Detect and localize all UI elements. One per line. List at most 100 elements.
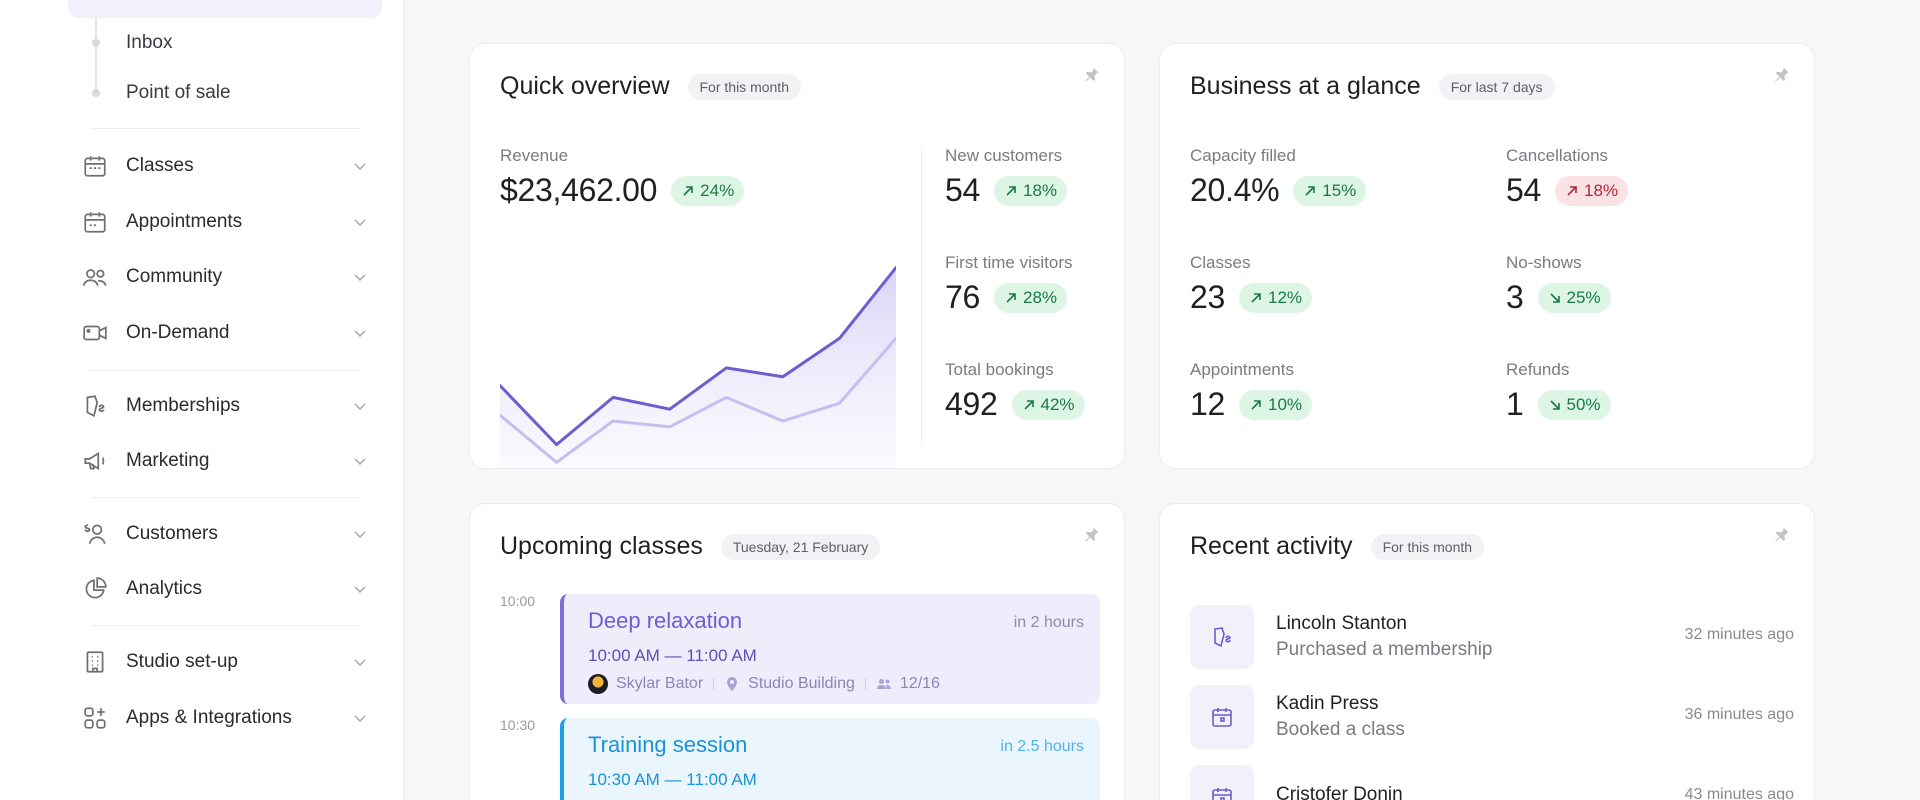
class-meta: Skylar Bator Studio Building 12/16 (588, 674, 940, 694)
class-card[interactable]: Deep relaxation in 2 hours 10:00 AM — 11… (560, 594, 1100, 704)
subnav-line (95, 18, 97, 94)
meta-separator (864, 677, 866, 691)
change-badge: 24% (671, 175, 745, 206)
change-badge: 42% (1011, 389, 1085, 420)
chevron-down-icon[interactable] (350, 451, 370, 471)
sidebar-item-analytics[interactable]: Analytics (80, 567, 370, 611)
revenue-series-line (500, 266, 896, 447)
active-nav-highlight[interactable] (68, 0, 382, 18)
location-name: Studio Building (748, 675, 855, 692)
card-title: Upcoming classes (500, 532, 703, 560)
sidebar-item-on-demand[interactable]: On-Demand (80, 311, 370, 355)
subnav-point-of-sale[interactable]: Point of sale (126, 82, 231, 103)
activity-time: 36 minutes ago (1684, 706, 1794, 723)
chevron-down-icon[interactable] (350, 323, 370, 343)
period-pill[interactable]: For this month (687, 73, 801, 100)
card-header: Recent activity For this month (1190, 532, 1485, 561)
class-title: Training session (588, 732, 748, 757)
activity-description: Booked a class (1276, 719, 1405, 740)
subnav-inbox[interactable]: Inbox (126, 32, 173, 53)
card-divider (921, 146, 922, 446)
calendar-icon (1190, 765, 1254, 800)
change-badge: 12% (1239, 282, 1313, 313)
time-label: 10:30 (500, 717, 536, 733)
class-countdown: in 2.5 hours (1000, 738, 1084, 755)
sidebar-item-memberships[interactable]: Memberships (80, 384, 370, 428)
location-pin-icon (724, 676, 740, 692)
sidebar-item-appointments[interactable]: Appointments (80, 200, 370, 244)
stat-label: Refunds (1506, 360, 1570, 379)
stat-label: No-shows (1506, 253, 1582, 272)
subnav-dot (92, 89, 100, 97)
activity-row[interactable]: Cristofer Donin 43 minutes ago (1190, 764, 1794, 800)
sidebar-item-label: Community (126, 266, 223, 287)
chevron-down-icon[interactable] (350, 579, 370, 599)
membership-icon (1190, 605, 1254, 669)
avatar (588, 674, 608, 694)
total-bookings-stat: Total bookings 492 42% (945, 360, 1085, 423)
upcoming-classes-card: Upcoming classes Tuesday, 21 February 10… (469, 503, 1125, 800)
chevron-down-icon[interactable] (350, 156, 370, 176)
chevron-down-icon[interactable] (350, 708, 370, 728)
revenue-area (500, 267, 896, 468)
stat-label: New customers (945, 146, 1063, 165)
activity-time: 43 minutes ago (1684, 786, 1794, 800)
stat-value: 20.4% (1190, 172, 1280, 208)
time-label: 10:00 (500, 593, 536, 609)
stat-value: 54 (1506, 172, 1541, 208)
sidebar-item-label: Marketing (126, 450, 210, 471)
nav-divider (90, 625, 360, 626)
sidebar-item-community[interactable]: Community (80, 255, 370, 299)
class-countdown: in 2 hours (1013, 614, 1084, 631)
sidebar-item-label: Classes (126, 155, 194, 176)
period-pill[interactable]: For last 7 days (1438, 73, 1555, 100)
stat-value: 1 (1506, 386, 1524, 422)
change-value: 42% (1040, 394, 1075, 414)
change-badge: 15% (1293, 175, 1367, 206)
sidebar-item-studio-set-up[interactable]: Studio set-up (80, 640, 370, 684)
chevron-down-icon[interactable] (350, 652, 370, 672)
stat-label: Cancellations (1506, 146, 1609, 165)
activity-name: Kadin Press (1276, 693, 1379, 714)
class-time: 10:30 AM — 11:00 AM (588, 770, 757, 789)
classes-stat: Classes 23 12% (1190, 253, 1313, 316)
date-pill[interactable]: Tuesday, 21 February (720, 533, 881, 560)
chevron-down-icon[interactable] (350, 212, 370, 232)
refunds-stat: Refunds 1 50% (1506, 360, 1611, 423)
chevron-down-icon[interactable] (350, 524, 370, 544)
sidebar-item-customers[interactable]: Customers (80, 512, 370, 556)
card-header: Business at a glance For last 7 days (1190, 72, 1555, 101)
sidebar-item-apps-integrations[interactable]: Apps & Integrations (80, 696, 370, 740)
activity-row[interactable]: Kadin Press Booked a class 36 minutes ag… (1190, 684, 1794, 750)
sidebar-item-marketing[interactable]: Marketing (80, 439, 370, 483)
activity-row[interactable]: Lincoln Stanton Purchased a membership 3… (1190, 604, 1794, 670)
activity-description: Purchased a membership (1276, 639, 1493, 660)
card-title: Business at a glance (1190, 72, 1421, 100)
pin-icon[interactable] (1768, 62, 1794, 88)
pie-chart-icon (80, 574, 110, 604)
change-badge: 25% (1537, 282, 1611, 313)
chevron-down-icon[interactable] (350, 267, 370, 287)
calendar-icon (80, 151, 110, 181)
new-customers-stat: New customers 54 18% (945, 146, 1068, 209)
apps-icon (80, 703, 110, 733)
sidebar-item-label: On-Demand (126, 322, 230, 343)
calendar-icon (1190, 685, 1254, 749)
nav-divider (90, 128, 360, 129)
stat-label: Capacity filled (1190, 146, 1296, 165)
pin-icon[interactable] (1078, 522, 1104, 548)
class-card[interactable]: Training session in 2.5 hours 10:30 AM —… (560, 718, 1100, 800)
pin-icon[interactable] (1768, 522, 1794, 548)
period-pill[interactable]: For this month (1370, 533, 1485, 560)
sidebar-item-label: Studio set-up (126, 651, 238, 672)
sidebar-item-classes[interactable]: Classes (80, 144, 370, 188)
instructor-name[interactable]: Skylar Bator (616, 675, 704, 692)
change-badge: 50% (1537, 389, 1611, 420)
activity-name: Lincoln Stanton (1276, 613, 1407, 634)
chevron-down-icon[interactable] (350, 396, 370, 416)
change-value: 24% (700, 180, 735, 200)
pin-icon[interactable] (1078, 62, 1104, 88)
change-value: 18% (1584, 180, 1619, 200)
subnav-dot (92, 39, 100, 47)
megaphone-icon (80, 446, 110, 476)
